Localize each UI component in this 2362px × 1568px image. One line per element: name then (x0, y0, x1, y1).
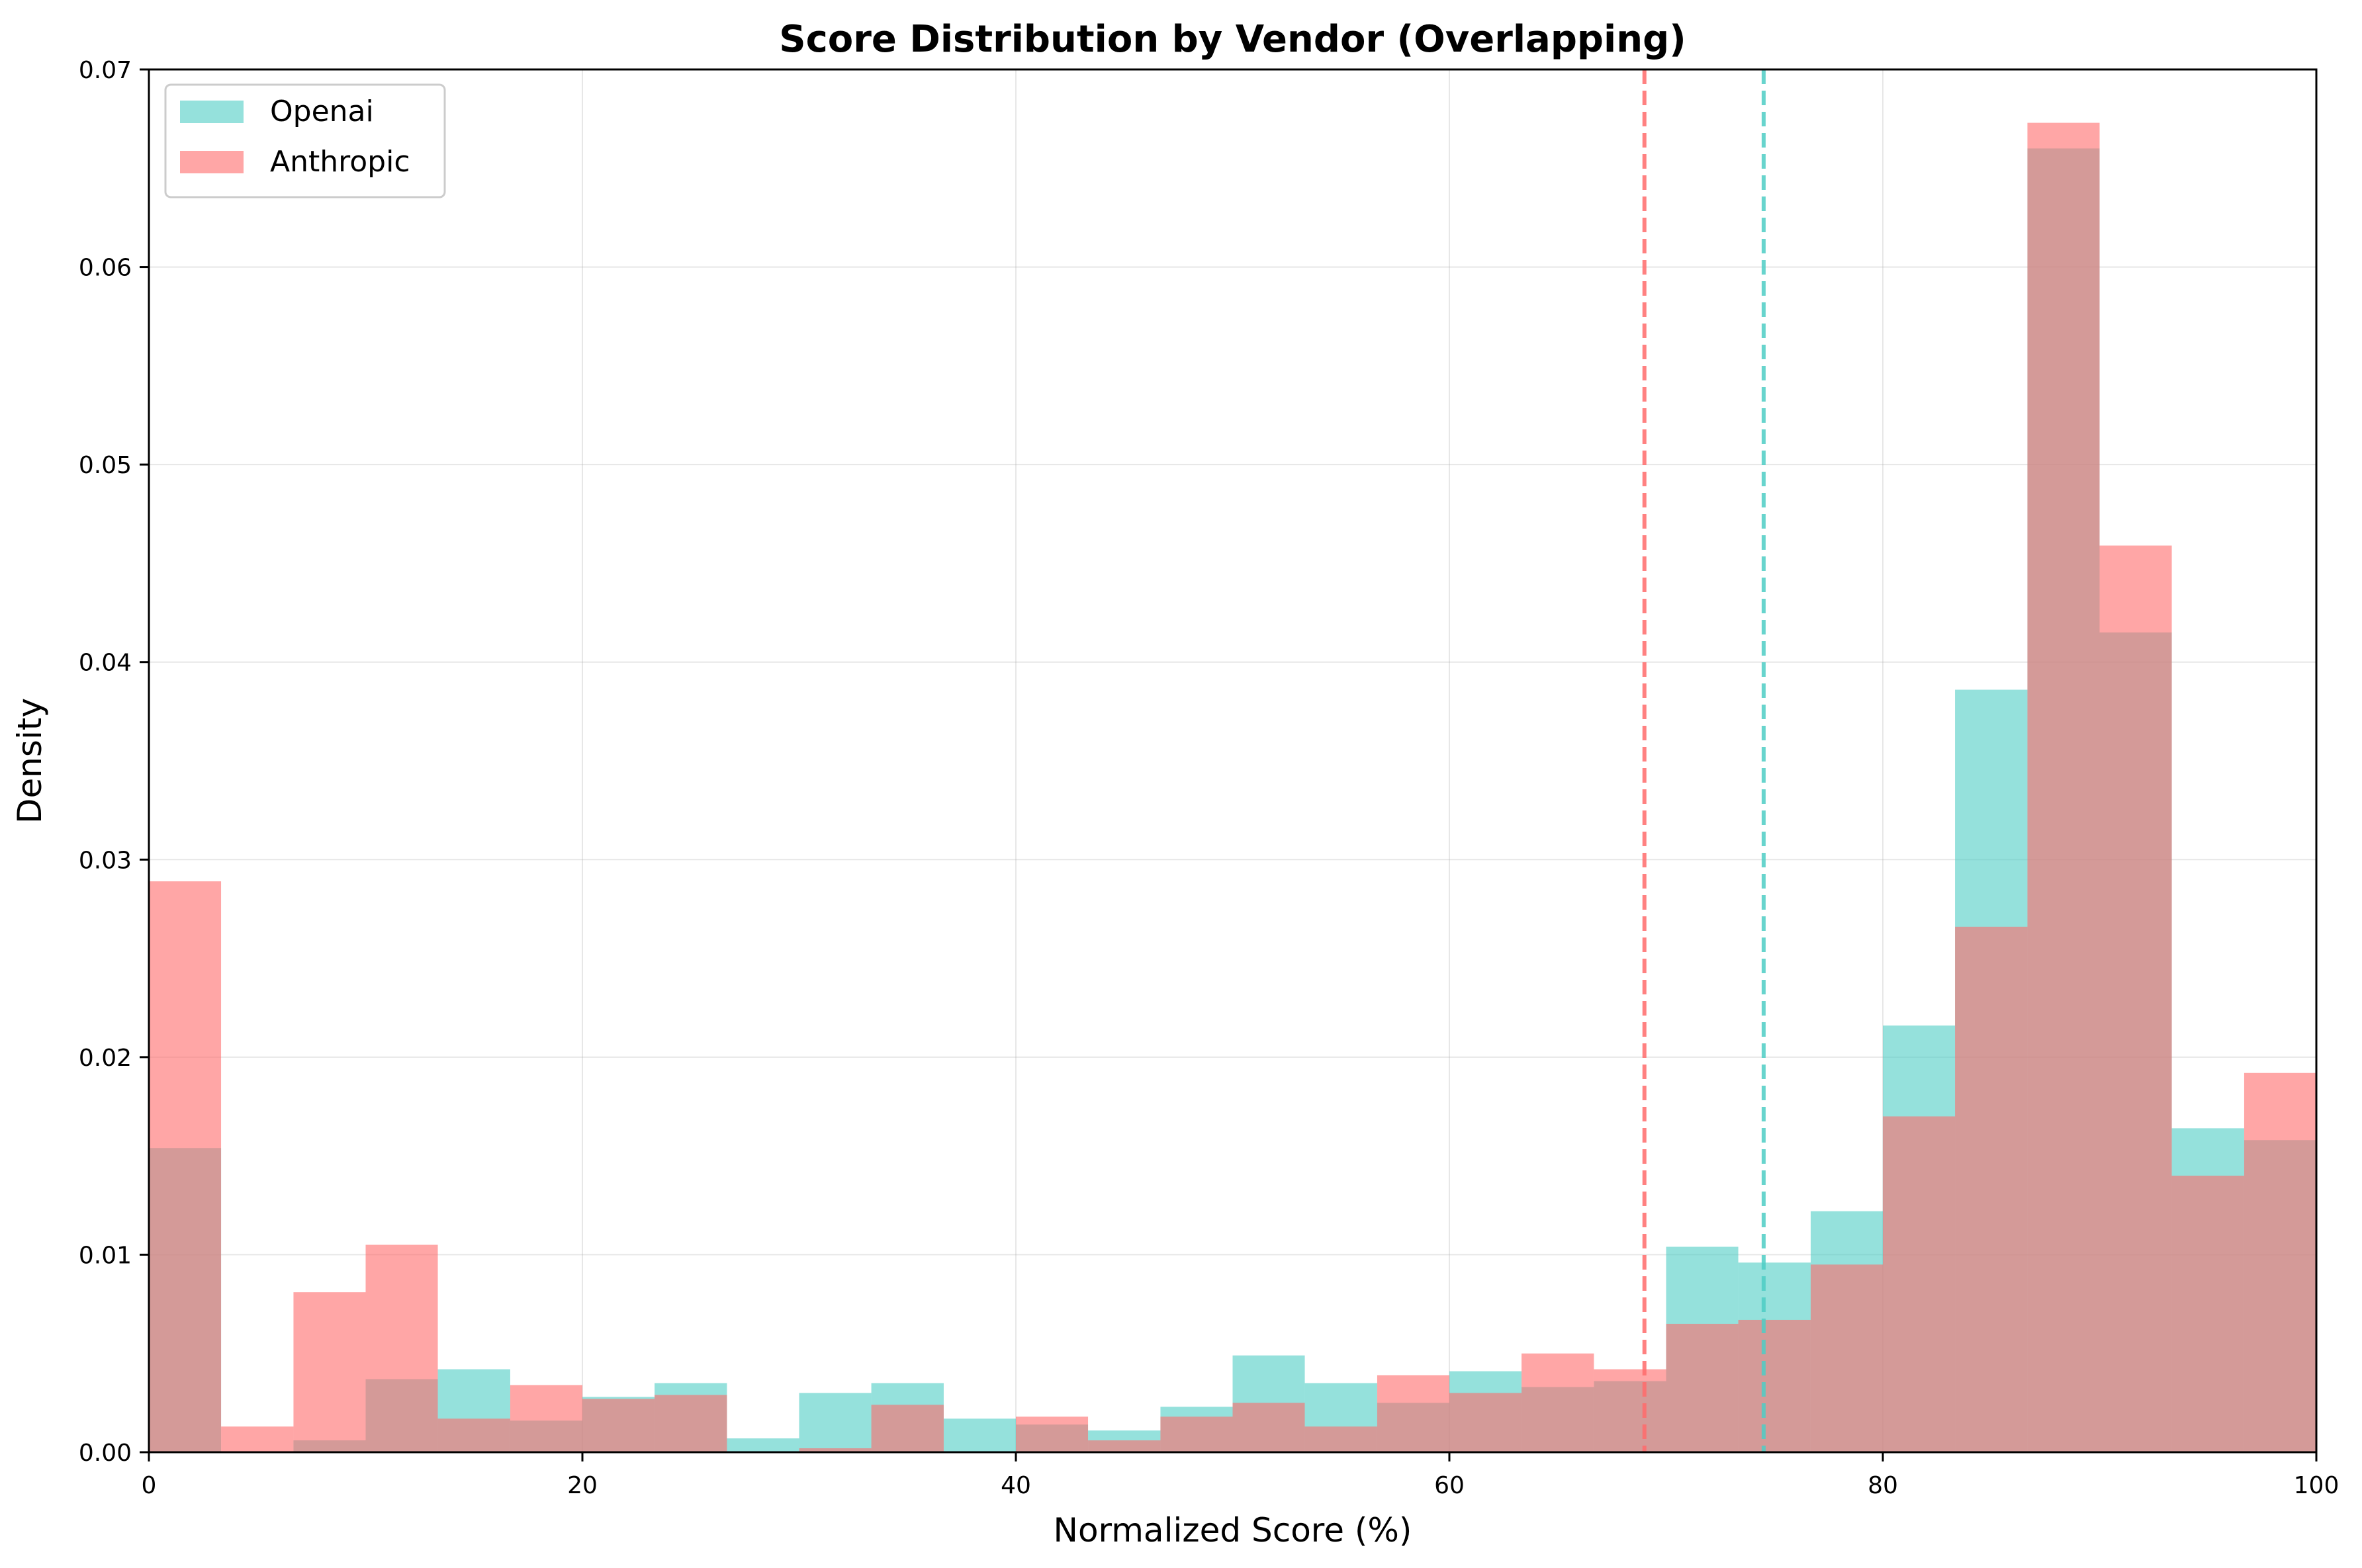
legend: Openai Anthropic (164, 83, 446, 198)
legend-swatch-anthropic (180, 151, 244, 173)
bar-anthropic-22 (1738, 1319, 1811, 1452)
x-tick-label-4: 80 (1868, 1472, 1898, 1499)
x-tick-label-2: 40 (1001, 1472, 1031, 1499)
plot-frame (148, 68, 2318, 1454)
bar-anthropic-1 (221, 1426, 294, 1452)
bar-anthropic-17 (1377, 1375, 1449, 1452)
y-tick-label-1: 0.01 (79, 1242, 132, 1269)
y-tick-label-4: 0.04 (79, 650, 132, 677)
x-tick-label-0: 0 (142, 1472, 157, 1499)
bar-anthropic-28 (2171, 1176, 2244, 1452)
bar-anthropic-9 (799, 1448, 872, 1452)
bar-anthropic-7 (655, 1395, 727, 1452)
bar-openai-8 (727, 1438, 799, 1452)
y-tick-label-0: 0.00 (79, 1440, 132, 1467)
bar-anthropic-27 (2099, 545, 2172, 1452)
bar-anthropic-29 (2244, 1072, 2316, 1452)
x-tick-label-3: 60 (1434, 1472, 1465, 1499)
bar-anthropic-0 (149, 881, 222, 1452)
x-tick-label-1: 20 (567, 1472, 598, 1499)
bar-anthropic-26 (2027, 122, 2100, 1453)
y-tick-label-5: 0.05 (79, 452, 132, 479)
bar-anthropic-12 (1016, 1416, 1089, 1452)
bar-anthropic-18 (1449, 1393, 1522, 1452)
legend-label-openai: Openai (270, 95, 374, 128)
bar-openai-11 (943, 1418, 1016, 1452)
y-tick-label-2: 0.02 (79, 1045, 132, 1072)
bar-anthropic-2 (293, 1292, 366, 1452)
bar-anthropic-6 (582, 1399, 655, 1452)
mean-lines (1642, 69, 1766, 1452)
chart-title: Score Distribution by Vendor (Overlappin… (779, 18, 1686, 61)
bar-anthropic-13 (1088, 1440, 1161, 1452)
legend-label-anthropic: Anthropic (270, 145, 410, 179)
legend-swatch-openai (180, 101, 244, 123)
bar-anthropic-23 (1810, 1264, 1883, 1452)
bar-anthropic-19 (1522, 1353, 1594, 1452)
y-tick-label-3: 0.03 (79, 847, 132, 874)
axis-ticks: 0 20 40 60 80 100 0.00 0.01 0.02 0.03 0.04 0.05 0.06… (79, 57, 2339, 1499)
x-tick-label-5: 100 (2294, 1472, 2339, 1499)
bar-anthropic-14 (1160, 1416, 1233, 1452)
bar-anthropic-20 (1594, 1369, 1666, 1452)
x-axis-label: Normalized Score (%) (1054, 1511, 1412, 1549)
y-tick-label-6: 0.06 (79, 255, 132, 282)
histogram-bars (149, 122, 2316, 1453)
bar-anthropic-25 (1955, 926, 2028, 1452)
bar-anthropic-15 (1232, 1403, 1305, 1452)
bar-anthropic-16 (1304, 1426, 1377, 1452)
series-anthropic (149, 122, 2316, 1453)
y-tick-label-7: 0.07 (79, 57, 132, 84)
bar-anthropic-10 (871, 1405, 944, 1452)
bar-openai-9 (799, 1393, 872, 1452)
bar-anthropic-24 (1883, 1116, 1956, 1452)
bar-anthropic-4 (437, 1418, 510, 1452)
y-axis-label: Density (11, 698, 49, 824)
bar-anthropic-5 (510, 1385, 582, 1452)
bar-anthropic-21 (1666, 1323, 1739, 1452)
bar-anthropic-3 (365, 1244, 438, 1452)
